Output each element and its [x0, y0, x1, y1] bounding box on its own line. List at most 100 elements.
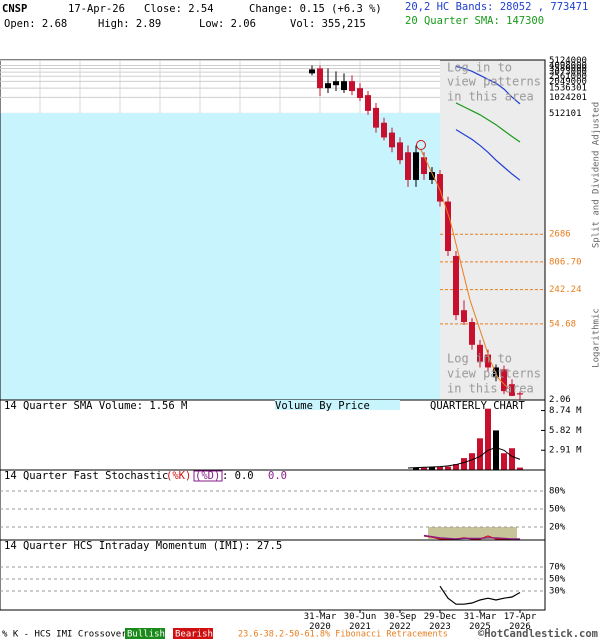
volume-bar [413, 467, 419, 470]
notice: view patterns [447, 367, 541, 381]
y-tick-label: 2.91 M [549, 446, 582, 456]
oversold-zone [428, 527, 517, 539]
y-tick-label: 2561000 [549, 72, 587, 82]
candle-body [509, 384, 515, 396]
date: 17-Apr-26 [68, 3, 125, 15]
notice: Log in to [447, 352, 512, 366]
fib-label: 806.70 [549, 257, 582, 267]
y-tick-label: 70% [549, 563, 566, 573]
y-tick-label: 5.82 M [549, 426, 582, 436]
overlay-line [455, 129, 521, 181]
candle-body [517, 393, 523, 395]
volume-title: 14 Quarter SMA Volume: 1.56 M [4, 400, 187, 412]
candle-body [461, 310, 467, 323]
readout: : 0.0 [222, 470, 254, 482]
y-tick-label: 8.74 M [549, 406, 582, 416]
legend-box [193, 470, 223, 482]
y-tick-label: 20% [549, 523, 566, 533]
volume-bar [429, 467, 435, 470]
stochastic-marks [0, 490, 545, 540]
footer-bearish: Bearish [175, 630, 213, 640]
candle-body [485, 354, 491, 368]
candle-body [413, 152, 419, 180]
volume: Vol: 355,215 [290, 18, 366, 30]
legend-entry: (%D) [195, 470, 220, 482]
volume-bar [477, 438, 483, 470]
volume-bar [461, 458, 467, 470]
readout: 0.0 [268, 470, 287, 482]
bearish-box [173, 628, 213, 639]
notice: in this area [447, 90, 534, 104]
y-tick-label: 4098000 [549, 61, 587, 71]
candle-body [309, 69, 315, 74]
footer-crossover: % K - HCS IMI Crossover, [2, 630, 132, 640]
footer-fibonacci: 23.6-38.2-50-61.8% Fibonacci Retracement… [238, 630, 448, 640]
y-tick-label: 3586000 [549, 64, 587, 74]
indicator-line [439, 585, 521, 605]
sma: 20 Quarter SMA: 147300 [405, 15, 544, 27]
bullish-box [125, 628, 165, 639]
candle-body [365, 95, 371, 111]
candle-body [421, 157, 427, 175]
momentum-marks [0, 566, 545, 605]
volume-bar [421, 467, 427, 470]
candle-body [501, 369, 507, 392]
candle-body [317, 68, 323, 89]
candle-body [453, 255, 459, 316]
annotation: QUARTERLY CHART [430, 400, 526, 412]
x-tick-label: 17-Apr 2026 [504, 612, 537, 632]
candle-body [477, 344, 483, 362]
volume-bar [493, 430, 499, 470]
price-marks [309, 65, 545, 400]
y-tick-label: 512101 [549, 109, 582, 119]
candle-body [405, 152, 411, 180]
close: Close: 2.54 [144, 3, 214, 15]
candle-body [389, 132, 395, 148]
volume-bar [437, 467, 443, 470]
footer-bullish: Bullish [127, 630, 165, 640]
candle-body [349, 81, 355, 92]
candle-body [341, 81, 347, 91]
indicator-line [423, 534, 520, 540]
volume-bar [485, 408, 491, 470]
annotation: Volume By Price [275, 400, 370, 412]
y-tick-label: 2049000 [549, 77, 587, 87]
y-tick-label: 3073000 [549, 68, 587, 78]
x-tick-label: 29-Dec 2023 [424, 612, 457, 632]
x-tick-label: 31-Mar 2020 [304, 612, 337, 632]
volume-bar [517, 467, 523, 470]
candle-body [333, 81, 339, 86]
volume-sma-line [407, 447, 521, 469]
candle-body [445, 201, 451, 252]
pattern-line [420, 149, 509, 389]
open: Open: 2.68 [4, 18, 67, 30]
pattern-marker [416, 140, 426, 150]
candle-body [437, 174, 443, 202]
footer-credit: ©HotCandlestick.com [478, 628, 598, 640]
low: Low: 2.06 [199, 18, 256, 30]
x-tick-label: 30-Sep 2022 [384, 612, 417, 632]
axis-note: Split and Dividend Adjusted [592, 102, 600, 248]
fib-label: 2686 [549, 230, 571, 240]
change: Change: 0.15 (+6.3 %) [249, 3, 382, 15]
volume-bar [453, 464, 459, 470]
volume-bar [445, 466, 451, 470]
volume-bar [469, 453, 475, 470]
fib-label: 242.24 [549, 285, 582, 295]
candle-body [381, 122, 387, 138]
x-tick-label: 30-Jun 2021 [344, 612, 377, 632]
notice: view patterns [447, 75, 541, 89]
volume-bar [509, 448, 515, 470]
x-axis: 31-Mar 2020 30-Jun 2021 30-Sep 2022 29-Dec 2023… [304, 610, 537, 631]
candle-body [429, 172, 435, 180]
momentum-title: 14 Quarter HCS Intraday Momentum (IMI): … [4, 540, 282, 552]
candle-body [357, 88, 363, 98]
notice: Log in to [447, 61, 512, 75]
y-tick-label: 80% [549, 487, 566, 497]
overlay-line [455, 102, 521, 143]
candle-body [397, 142, 403, 161]
notice: in this area [447, 382, 534, 396]
overlay-line [455, 65, 521, 105]
y-tick-label: 2.06 [549, 395, 571, 405]
